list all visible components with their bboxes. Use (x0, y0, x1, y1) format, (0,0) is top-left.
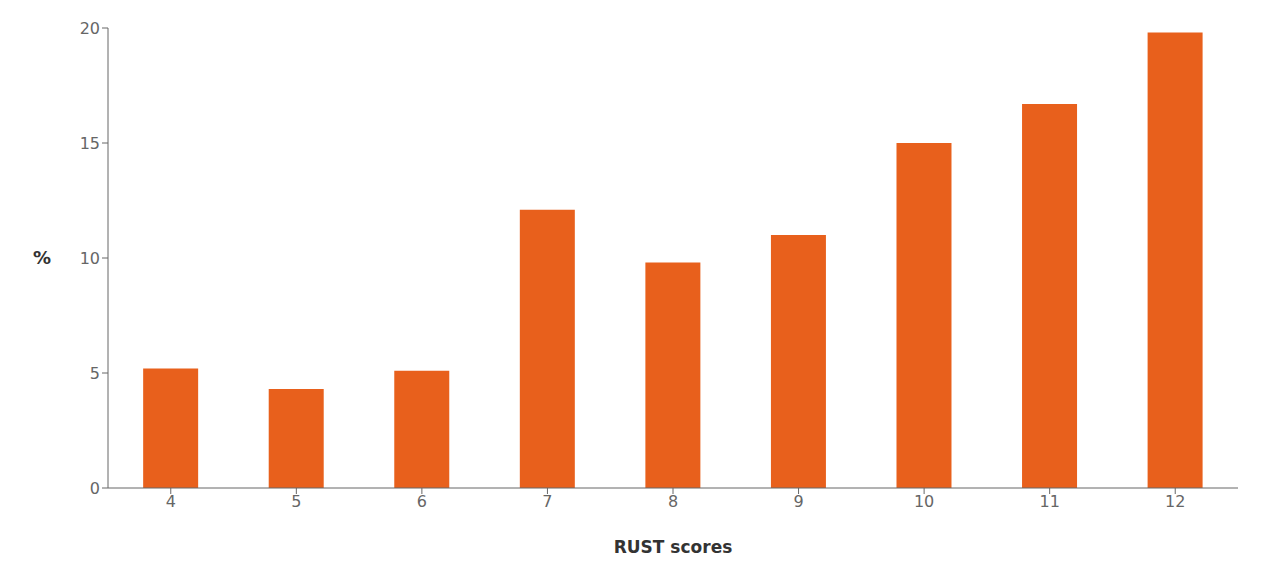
svg-text:20: 20 (80, 19, 100, 38)
svg-text:RUST scores: RUST scores (614, 537, 733, 557)
svg-text:5: 5 (291, 492, 301, 511)
svg-text:11: 11 (1039, 492, 1059, 511)
svg-text:10: 10 (914, 492, 934, 511)
svg-text:%: % (33, 247, 51, 268)
svg-text:10: 10 (80, 249, 100, 268)
svg-text:12: 12 (1165, 492, 1185, 511)
svg-text:9: 9 (793, 492, 803, 511)
svg-text:6: 6 (417, 492, 427, 511)
svg-text:4: 4 (166, 492, 176, 511)
svg-text:15: 15 (80, 134, 100, 153)
svg-text:8: 8 (668, 492, 678, 511)
svg-text:5: 5 (90, 364, 100, 383)
svg-text:7: 7 (542, 492, 552, 511)
svg-text:0: 0 (90, 479, 100, 498)
